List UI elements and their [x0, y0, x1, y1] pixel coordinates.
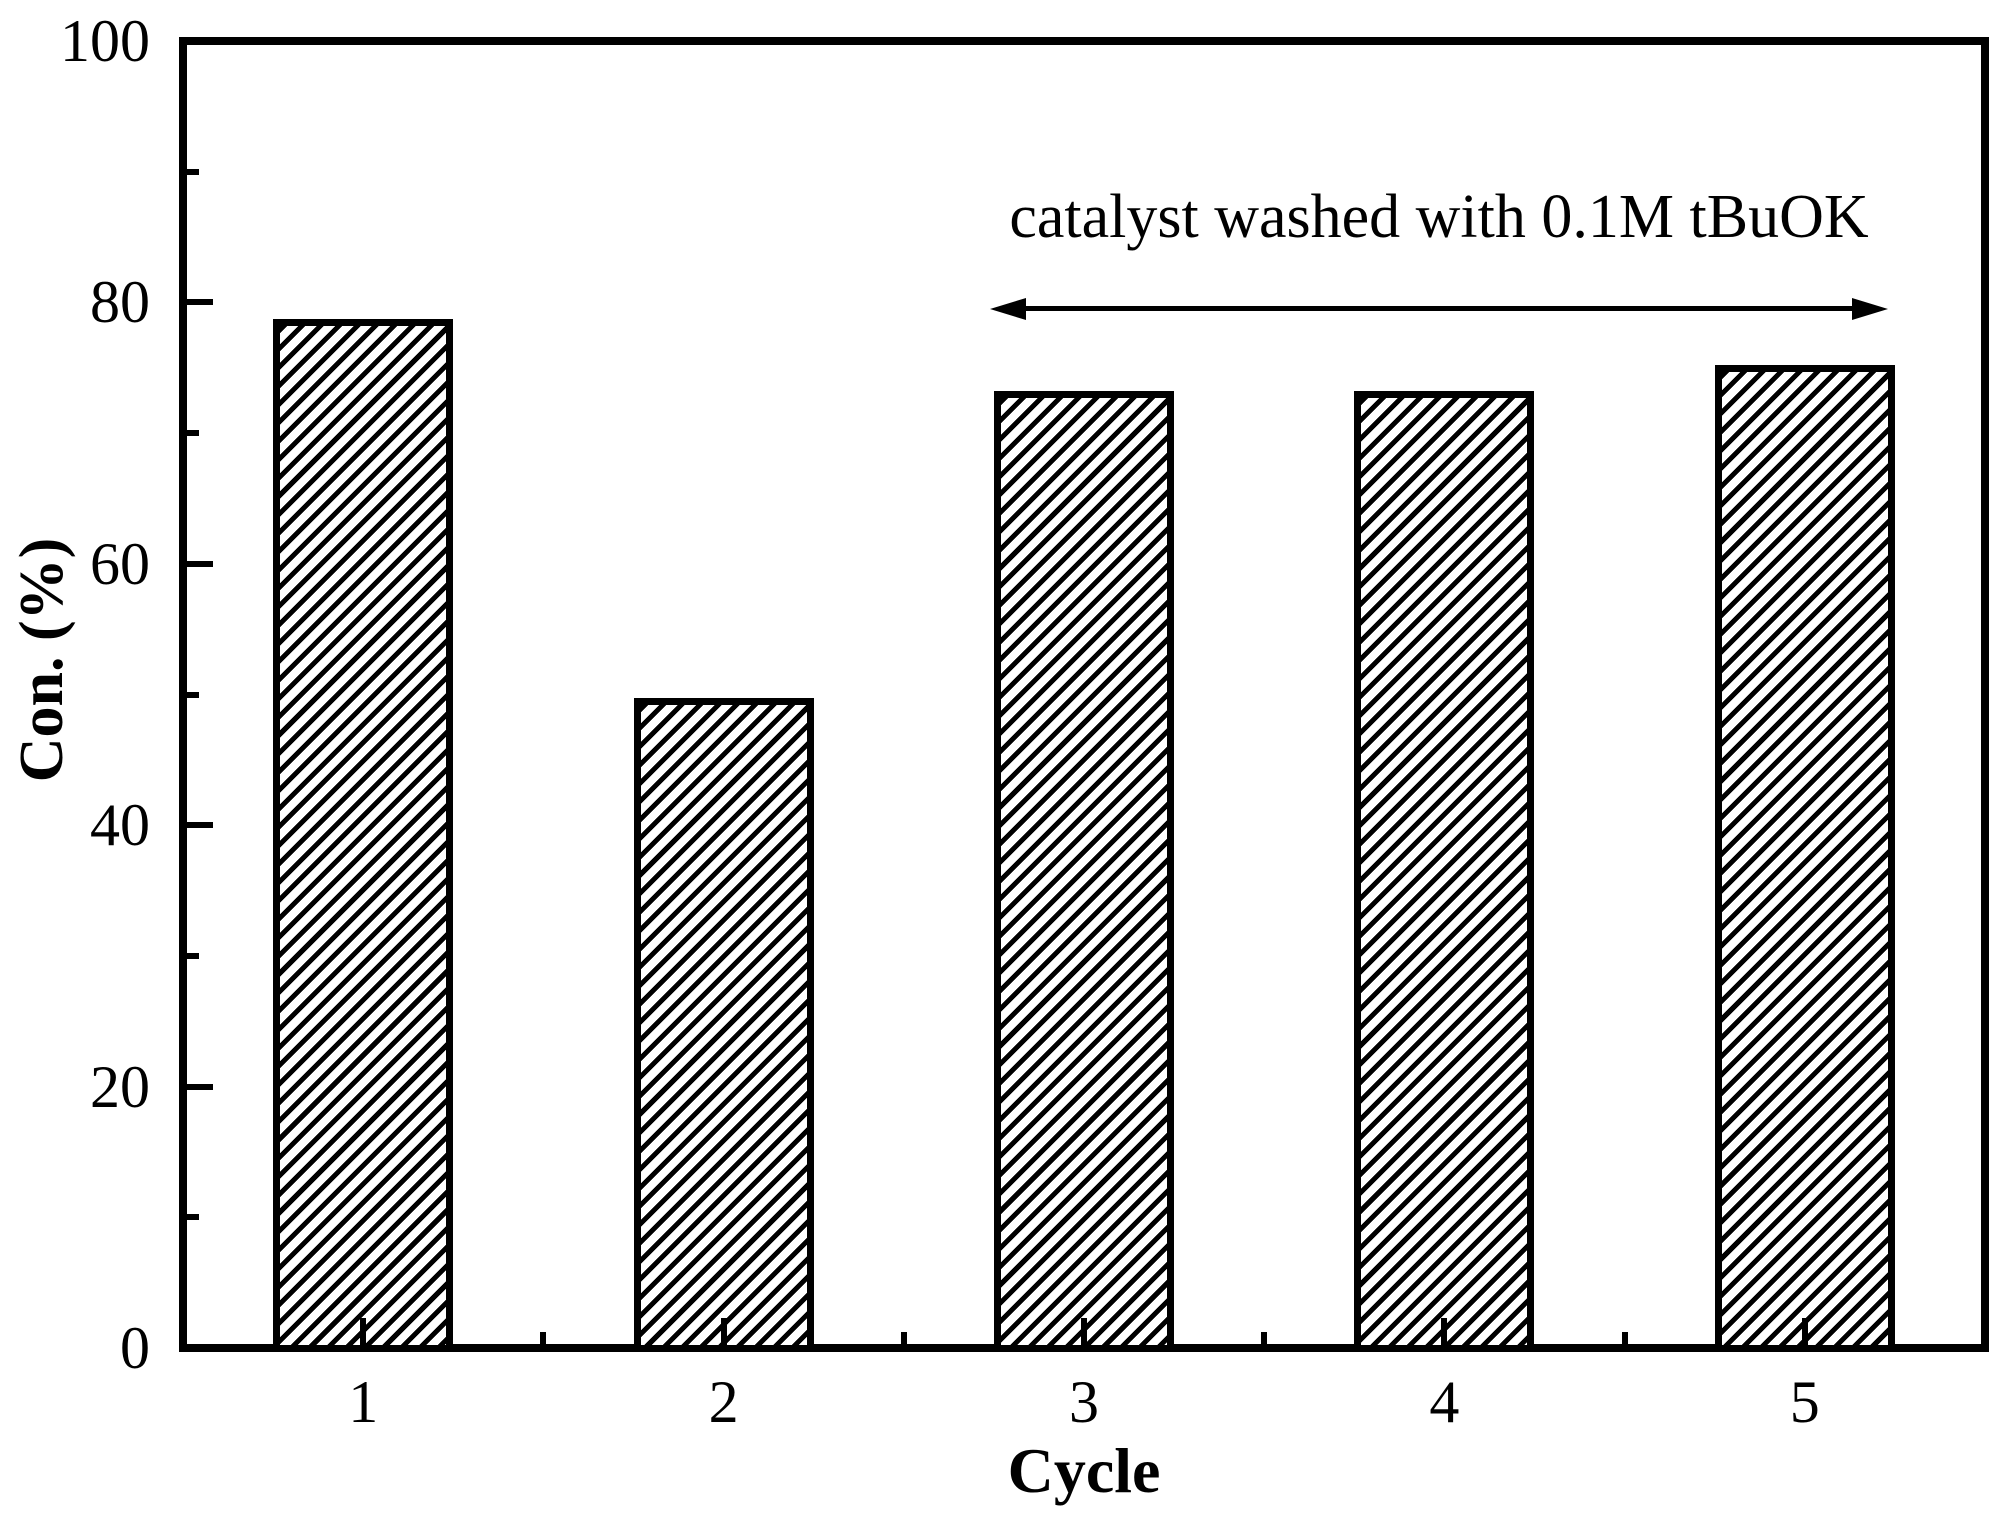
x-major-tick [1081, 1318, 1087, 1346]
y-tick-label: 80 [90, 269, 150, 336]
y-tick-label: 20 [90, 1053, 150, 1120]
annotation-arrow [1018, 306, 1860, 312]
y-axis-label: Con. (%) [8, 537, 76, 783]
x-minor-tick [1621, 1332, 1628, 1346]
bar-cycle-1 [273, 319, 454, 1352]
x-axis-label: Cycle [1007, 1435, 1161, 1506]
y-minor-tick [185, 1214, 199, 1221]
bar-cycle-4 [1354, 390, 1535, 1352]
x-tick-label: 5 [1789, 1369, 1820, 1435]
x-tick-label: 1 [348, 1369, 379, 1435]
y-tick-label: 40 [90, 792, 150, 859]
x-major-tick [1441, 1318, 1448, 1346]
y-major-tick [185, 38, 213, 44]
y-tick-label: 0 [120, 1315, 150, 1381]
x-tick-label: 2 [708, 1369, 739, 1435]
y-minor-tick [185, 952, 199, 959]
arrow-left-head [990, 297, 1027, 320]
y-major-tick [185, 560, 213, 567]
y-major-tick [185, 299, 213, 306]
x-minor-tick [540, 1332, 547, 1346]
y-minor-tick [185, 691, 199, 698]
y-major-tick [185, 822, 213, 829]
x-tick-label: 3 [1069, 1369, 1099, 1435]
arrow-right-head [1851, 297, 1888, 320]
x-tick-label: 4 [1429, 1369, 1460, 1435]
x-minor-tick [1261, 1332, 1268, 1346]
x-minor-tick [900, 1332, 907, 1346]
x-major-tick [1801, 1318, 1808, 1346]
x-major-tick [360, 1318, 367, 1346]
annotation-text: catalyst washed with 0.1M tBuOK [1009, 183, 1869, 251]
bar-cycle-5 [1714, 364, 1895, 1352]
y-major-tick [185, 1083, 213, 1090]
y-minor-tick [185, 430, 199, 437]
bar-cycle-3 [994, 390, 1174, 1352]
y-tick-label: 100 [60, 8, 150, 74]
bar-cycle-2 [633, 698, 814, 1352]
y-tick-label: 60 [90, 530, 150, 597]
y-major-tick [185, 1345, 213, 1351]
y-minor-tick [185, 168, 199, 175]
x-major-tick [720, 1318, 727, 1346]
